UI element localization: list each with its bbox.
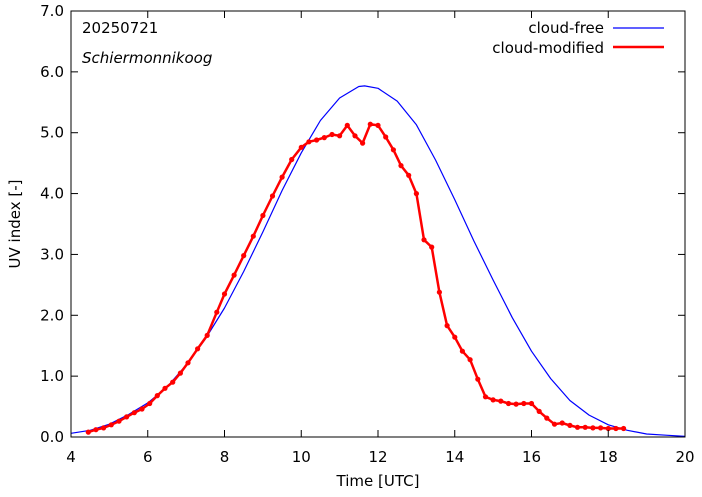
data-point-cloud-modified xyxy=(467,357,473,363)
data-point-cloud-modified xyxy=(613,425,619,432)
data-point-cloud-modified xyxy=(250,233,256,239)
data-point-cloud-modified xyxy=(185,360,191,366)
data-point-cloud-modified xyxy=(93,427,99,433)
data-point-cloud-modified xyxy=(559,420,565,426)
x-tick-label: 4 xyxy=(66,448,76,466)
data-point-cloud-modified xyxy=(337,133,343,139)
data-point-cloud-modified xyxy=(490,397,496,403)
data-point-cloud-modified xyxy=(390,147,396,153)
data-point-cloud-modified xyxy=(329,131,335,138)
data-point-cloud-modified xyxy=(459,348,465,354)
data-point-cloud-modified xyxy=(154,393,160,399)
data-point-cloud-modified xyxy=(452,334,458,340)
data-point-cloud-modified xyxy=(147,400,153,407)
data-point-cloud-modified xyxy=(421,237,427,243)
y-tick-label: 4.0 xyxy=(40,185,64,203)
data-point-cloud-modified xyxy=(177,370,183,376)
data-point-cloud-modified xyxy=(413,191,419,197)
data-point-cloud-modified xyxy=(590,425,596,431)
data-point-cloud-modified xyxy=(306,139,312,145)
data-point-cloud-modified xyxy=(367,121,373,127)
data-point-cloud-modified xyxy=(269,193,276,199)
y-tick-label: 3.0 xyxy=(40,245,64,263)
y-tick-label: 0.0 xyxy=(40,428,64,446)
data-point-cloud-modified xyxy=(298,144,304,150)
data-point-cloud-modified xyxy=(360,140,366,146)
data-point-cloud-modified xyxy=(352,133,358,139)
ticks-layer xyxy=(70,10,686,438)
x-tick-label: 10 xyxy=(292,448,311,466)
data-point-cloud-modified xyxy=(314,137,320,143)
data-point-cloud-modified xyxy=(170,379,176,385)
data-point-cloud-modified xyxy=(214,309,220,315)
x-tick-label: 18 xyxy=(599,448,618,466)
legend: cloud-free cloud-modified xyxy=(492,19,664,57)
data-point-cloud-modified xyxy=(101,425,107,431)
x-tick-label: 16 xyxy=(522,448,541,466)
data-point-cloud-modified xyxy=(321,135,327,141)
x-tick-label: 14 xyxy=(445,448,464,466)
data-point-cloud-modified xyxy=(621,425,627,432)
y-axis-label: UV index [-] xyxy=(6,180,24,269)
data-point-cloud-modified xyxy=(498,398,504,404)
data-point-cloud-modified xyxy=(116,418,122,424)
data-point-cloud-modified xyxy=(162,385,168,391)
y-tick-label: 7.0 xyxy=(40,2,64,20)
x-tick-label: 8 xyxy=(220,448,230,466)
data-point-cloud-modified xyxy=(279,174,285,180)
legend-label-cloud-free: cloud-free xyxy=(528,19,604,37)
data-point-cloud-modified xyxy=(260,212,266,219)
data-point-cloud-modified xyxy=(406,172,412,178)
data-point-cloud-modified xyxy=(513,401,519,407)
data-point-cloud-modified xyxy=(131,410,137,416)
data-point-cloud-modified xyxy=(482,394,489,400)
data-point-cloud-modified xyxy=(429,244,435,250)
data-point-cloud-modified xyxy=(528,400,535,407)
data-point-cloud-modified xyxy=(598,425,604,431)
y-tick-label: 6.0 xyxy=(40,63,64,81)
data-point-cloud-modified xyxy=(344,122,350,128)
data-point-cloud-modified xyxy=(444,323,450,329)
data-point-cloud-modified xyxy=(551,421,558,427)
y-tick-label: 2.0 xyxy=(40,306,64,324)
data-point-cloud-modified xyxy=(124,414,130,420)
data-point-cloud-modified xyxy=(582,424,588,430)
data-point-cloud-modified xyxy=(383,134,389,140)
data-point-cloud-modified xyxy=(505,400,512,407)
data-point-cloud-modified xyxy=(436,289,442,295)
y-tick-label: 5.0 xyxy=(40,124,64,142)
data-point-cloud-modified xyxy=(398,163,404,169)
series-layer xyxy=(70,85,686,437)
data-point-cloud-modified xyxy=(574,424,581,430)
data-point-cloud-modified xyxy=(605,425,611,432)
data-point-cloud-modified xyxy=(475,376,481,382)
data-point-cloud-modified xyxy=(375,122,381,128)
data-point-cloud-modified xyxy=(204,332,210,338)
location-label: Schiermonnikoog xyxy=(82,49,212,67)
data-point-cloud-modified xyxy=(241,253,247,259)
data-point-cloud-modified xyxy=(289,156,295,163)
x-tick-label: 12 xyxy=(368,448,387,466)
x-tick-label: 6 xyxy=(143,448,153,466)
data-point-cloud-modified xyxy=(521,400,527,407)
data-point-cloud-modified xyxy=(195,346,201,352)
legend-label-cloud-modified: cloud-modified xyxy=(492,39,604,57)
labels-layer: 4 6 8 10 12 14 16 18 20 0.0 1.0 2.0 3.0 4.0 5.0 6.0 7.0 xyxy=(40,2,694,466)
data-point-cloud-modified xyxy=(85,429,91,435)
x-tick-label: 20 xyxy=(675,448,694,466)
data-point-cloud-modified xyxy=(221,291,228,297)
y-tick-label: 1.0 xyxy=(40,367,64,385)
data-point-cloud-modified xyxy=(544,415,550,421)
data-point-cloud-modified xyxy=(567,422,573,428)
date-label: 20250721 xyxy=(82,19,158,37)
data-point-cloud-modified xyxy=(231,272,237,278)
data-point-cloud-modified xyxy=(139,406,145,412)
data-point-cloud-modified xyxy=(536,408,542,414)
data-point-cloud-modified xyxy=(108,422,114,428)
x-axis-label: Time [UTC] xyxy=(336,472,420,490)
